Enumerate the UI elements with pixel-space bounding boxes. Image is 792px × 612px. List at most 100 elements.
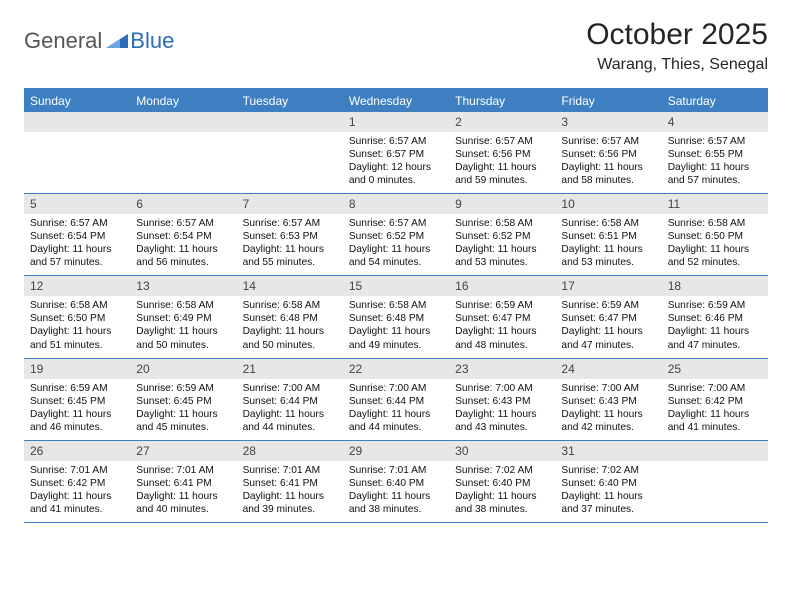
day-cell <box>24 112 130 193</box>
day-body <box>662 461 768 522</box>
day-cell: 12Sunrise: 6:58 AMSunset: 6:50 PMDayligh… <box>24 276 130 357</box>
day-number: 6 <box>130 194 236 214</box>
sunrise-line: Sunrise: 7:02 AM <box>561 464 655 477</box>
daylight-line: Daylight: 11 hours and 42 minutes. <box>561 408 655 434</box>
calendar-grid: 1Sunrise: 6:57 AMSunset: 6:57 PMDaylight… <box>24 112 768 523</box>
day-cell <box>237 112 343 193</box>
day-body: Sunrise: 6:57 AMSunset: 6:54 PMDaylight:… <box>130 214 236 275</box>
month-title: October 2025 <box>586 18 768 52</box>
daylight-line: Daylight: 11 hours and 58 minutes. <box>561 161 655 187</box>
day-header: Thursday <box>449 90 555 112</box>
sunrise-line: Sunrise: 7:02 AM <box>455 464 549 477</box>
day-body: Sunrise: 7:01 AMSunset: 6:42 PMDaylight:… <box>24 461 130 522</box>
day-body: Sunrise: 6:57 AMSunset: 6:53 PMDaylight:… <box>237 214 343 275</box>
sunrise-line: Sunrise: 6:57 AM <box>561 135 655 148</box>
day-number: 15 <box>343 276 449 296</box>
day-header-row: Sunday Monday Tuesday Wednesday Thursday… <box>24 90 768 112</box>
day-body: Sunrise: 6:57 AMSunset: 6:52 PMDaylight:… <box>343 214 449 275</box>
sunset-line: Sunset: 6:55 PM <box>668 148 762 161</box>
daylight-line: Daylight: 11 hours and 39 minutes. <box>243 490 337 516</box>
daylight-line: Daylight: 12 hours and 0 minutes. <box>349 161 443 187</box>
sunset-line: Sunset: 6:47 PM <box>455 312 549 325</box>
day-number: 22 <box>343 359 449 379</box>
daylight-line: Daylight: 11 hours and 49 minutes. <box>349 325 443 351</box>
sunrise-line: Sunrise: 7:00 AM <box>349 382 443 395</box>
day-body: Sunrise: 6:57 AMSunset: 6:56 PMDaylight:… <box>555 132 661 193</box>
day-number: 12 <box>24 276 130 296</box>
daylight-line: Daylight: 11 hours and 44 minutes. <box>349 408 443 434</box>
week-row: 12Sunrise: 6:58 AMSunset: 6:50 PMDayligh… <box>24 276 768 358</box>
day-body: Sunrise: 7:00 AMSunset: 6:44 PMDaylight:… <box>343 379 449 440</box>
day-body: Sunrise: 6:59 AMSunset: 6:47 PMDaylight:… <box>555 296 661 357</box>
sunset-line: Sunset: 6:56 PM <box>455 148 549 161</box>
day-body: Sunrise: 6:57 AMSunset: 6:56 PMDaylight:… <box>449 132 555 193</box>
daylight-line: Daylight: 11 hours and 59 minutes. <box>455 161 549 187</box>
sunrise-line: Sunrise: 6:58 AM <box>455 217 549 230</box>
daylight-line: Daylight: 11 hours and 47 minutes. <box>561 325 655 351</box>
sunrise-line: Sunrise: 6:59 AM <box>561 299 655 312</box>
sunset-line: Sunset: 6:42 PM <box>668 395 762 408</box>
day-cell: 18Sunrise: 6:59 AMSunset: 6:46 PMDayligh… <box>662 276 768 357</box>
day-body: Sunrise: 6:58 AMSunset: 6:50 PMDaylight:… <box>24 296 130 357</box>
sunset-line: Sunset: 6:45 PM <box>30 395 124 408</box>
sunrise-line: Sunrise: 6:58 AM <box>30 299 124 312</box>
day-cell: 20Sunrise: 6:59 AMSunset: 6:45 PMDayligh… <box>130 359 236 440</box>
day-cell: 3Sunrise: 6:57 AMSunset: 6:56 PMDaylight… <box>555 112 661 193</box>
sunset-line: Sunset: 6:41 PM <box>243 477 337 490</box>
day-cell: 31Sunrise: 7:02 AMSunset: 6:40 PMDayligh… <box>555 441 661 522</box>
day-cell: 13Sunrise: 6:58 AMSunset: 6:49 PMDayligh… <box>130 276 236 357</box>
day-cell <box>130 112 236 193</box>
day-body: Sunrise: 7:01 AMSunset: 6:41 PMDaylight:… <box>130 461 236 522</box>
day-body: Sunrise: 7:00 AMSunset: 6:42 PMDaylight:… <box>662 379 768 440</box>
day-cell: 28Sunrise: 7:01 AMSunset: 6:41 PMDayligh… <box>237 441 343 522</box>
week-row: 5Sunrise: 6:57 AMSunset: 6:54 PMDaylight… <box>24 194 768 276</box>
day-number: 20 <box>130 359 236 379</box>
day-number: 31 <box>555 441 661 461</box>
day-number: 19 <box>24 359 130 379</box>
location: Warang, Thies, Senegal <box>586 56 768 74</box>
day-body: Sunrise: 6:58 AMSunset: 6:48 PMDaylight:… <box>343 296 449 357</box>
logo-triangle-icon <box>106 30 128 53</box>
sunset-line: Sunset: 6:45 PM <box>136 395 230 408</box>
day-body: Sunrise: 6:58 AMSunset: 6:49 PMDaylight:… <box>130 296 236 357</box>
sunset-line: Sunset: 6:41 PM <box>136 477 230 490</box>
day-body <box>24 132 130 193</box>
sunset-line: Sunset: 6:42 PM <box>30 477 124 490</box>
sunrise-line: Sunrise: 6:59 AM <box>668 299 762 312</box>
day-cell: 25Sunrise: 7:00 AMSunset: 6:42 PMDayligh… <box>662 359 768 440</box>
sunrise-line: Sunrise: 7:00 AM <box>561 382 655 395</box>
sunrise-line: Sunrise: 6:57 AM <box>243 217 337 230</box>
day-body: Sunrise: 6:58 AMSunset: 6:48 PMDaylight:… <box>237 296 343 357</box>
day-body: Sunrise: 7:00 AMSunset: 6:43 PMDaylight:… <box>449 379 555 440</box>
day-cell: 24Sunrise: 7:00 AMSunset: 6:43 PMDayligh… <box>555 359 661 440</box>
sunset-line: Sunset: 6:50 PM <box>30 312 124 325</box>
day-body <box>130 132 236 193</box>
day-cell: 11Sunrise: 6:58 AMSunset: 6:50 PMDayligh… <box>662 194 768 275</box>
daylight-line: Daylight: 11 hours and 40 minutes. <box>136 490 230 516</box>
logo-text-blue: Blue <box>130 28 174 54</box>
day-body: Sunrise: 6:57 AMSunset: 6:57 PMDaylight:… <box>343 132 449 193</box>
sunset-line: Sunset: 6:40 PM <box>561 477 655 490</box>
week-row: 1Sunrise: 6:57 AMSunset: 6:57 PMDaylight… <box>24 112 768 194</box>
sunrise-line: Sunrise: 6:57 AM <box>349 217 443 230</box>
sunrise-line: Sunrise: 6:59 AM <box>455 299 549 312</box>
day-number: 23 <box>449 359 555 379</box>
sunset-line: Sunset: 6:48 PM <box>243 312 337 325</box>
daylight-line: Daylight: 11 hours and 47 minutes. <box>668 325 762 351</box>
day-number: 7 <box>237 194 343 214</box>
daylight-line: Daylight: 11 hours and 48 minutes. <box>455 325 549 351</box>
sunrise-line: Sunrise: 7:01 AM <box>30 464 124 477</box>
sunrise-line: Sunrise: 6:58 AM <box>668 217 762 230</box>
day-number: 27 <box>130 441 236 461</box>
sunset-line: Sunset: 6:49 PM <box>136 312 230 325</box>
day-number: 18 <box>662 276 768 296</box>
day-body: Sunrise: 6:58 AMSunset: 6:52 PMDaylight:… <box>449 214 555 275</box>
sunset-line: Sunset: 6:50 PM <box>668 230 762 243</box>
sunrise-line: Sunrise: 6:57 AM <box>455 135 549 148</box>
daylight-line: Daylight: 11 hours and 57 minutes. <box>668 161 762 187</box>
day-number <box>662 441 768 461</box>
sunset-line: Sunset: 6:51 PM <box>561 230 655 243</box>
sunset-line: Sunset: 6:44 PM <box>349 395 443 408</box>
day-cell: 15Sunrise: 6:58 AMSunset: 6:48 PMDayligh… <box>343 276 449 357</box>
daylight-line: Daylight: 11 hours and 52 minutes. <box>668 243 762 269</box>
